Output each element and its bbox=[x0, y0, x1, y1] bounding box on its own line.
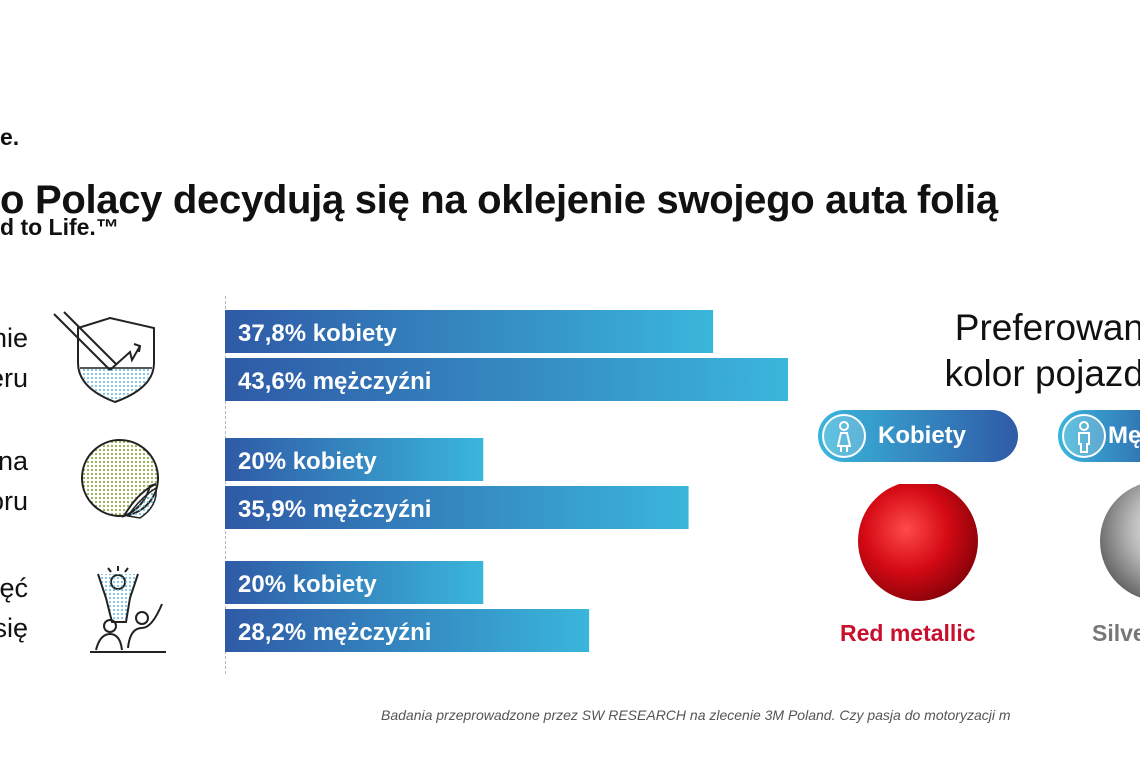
bar-label-1-kobiety: 37,8% kobiety bbox=[238, 320, 397, 347]
group-pill-men: Mę bbox=[1058, 410, 1140, 462]
shield-icon bbox=[53, 311, 155, 404]
brand-line-2: d to Life.™ bbox=[0, 214, 119, 240]
bar-2-kobiety bbox=[225, 438, 484, 481]
bar-2-mężczyźni bbox=[225, 486, 689, 529]
man-icon bbox=[1062, 414, 1106, 458]
bar-1-mężczyźni bbox=[225, 358, 788, 401]
row-label-2: na oru bbox=[0, 446, 28, 516]
silver-swatch bbox=[1100, 484, 1140, 598]
bar-label-1-mężczyźni: 43,6% mężczyźni bbox=[238, 368, 431, 395]
color-name-men: Silve bbox=[1092, 620, 1140, 646]
bar-3-kobiety bbox=[225, 561, 484, 604]
color-swatches bbox=[858, 484, 1140, 601]
woman-icon bbox=[822, 414, 866, 458]
bar-1-kobiety bbox=[225, 310, 714, 353]
footnote: Badania przeprowadzone przez SW RESEARCH… bbox=[381, 707, 1011, 723]
group-label-women: Kobiety bbox=[878, 422, 967, 449]
group-pill-women: Kobiety bbox=[818, 410, 1018, 462]
color-name-women: Red metallic bbox=[840, 620, 976, 646]
brand-line-1: e. bbox=[0, 124, 20, 150]
row-label-3: ęć się bbox=[0, 573, 28, 643]
bar-label-3-mężczyźni: 28,2% mężczyźni bbox=[238, 619, 431, 646]
bar-label-2-kobiety: 20% kobiety bbox=[238, 448, 377, 475]
bar-3-mężczyźni bbox=[225, 609, 590, 652]
chart-axis-line bbox=[225, 296, 226, 674]
bar-label-3-kobiety: 20% kobiety bbox=[238, 571, 377, 598]
sticker-icon bbox=[81, 439, 159, 519]
row-label-1: nie eru bbox=[0, 323, 28, 393]
preferences-title: Preferowan kolor pojazd bbox=[944, 307, 1140, 394]
bar-label-2-mężczyźni: 35,9% mężczyźni bbox=[238, 496, 431, 523]
brand-tagline: e. d to Life.™ bbox=[0, 62, 119, 272]
group-label-men: Mę bbox=[1108, 422, 1140, 449]
red-metallic-swatch bbox=[858, 484, 978, 601]
celebrating-people-icon bbox=[90, 566, 166, 653]
page-title: o Polacy decydują się na oklejenie swoje… bbox=[0, 178, 998, 222]
